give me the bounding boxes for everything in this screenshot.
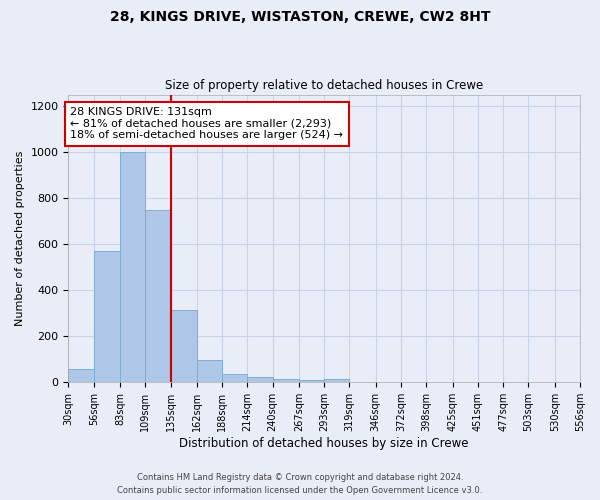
Bar bbox=[197, 360, 222, 382]
Bar bbox=[299, 380, 324, 382]
Bar bbox=[94, 251, 120, 382]
Title: Size of property relative to detached houses in Crewe: Size of property relative to detached ho… bbox=[165, 79, 484, 92]
Bar bbox=[145, 210, 170, 382]
X-axis label: Distribution of detached houses by size in Crewe: Distribution of detached houses by size … bbox=[179, 437, 469, 450]
Bar bbox=[272, 379, 299, 382]
Bar bbox=[68, 368, 94, 382]
Text: 28 KINGS DRIVE: 131sqm
← 81% of detached houses are smaller (2,293)
18% of semi-: 28 KINGS DRIVE: 131sqm ← 81% of detached… bbox=[70, 107, 343, 140]
Bar bbox=[247, 376, 272, 382]
Bar bbox=[222, 374, 247, 382]
Bar bbox=[324, 379, 349, 382]
Bar bbox=[120, 152, 145, 382]
Text: 28, KINGS DRIVE, WISTASTON, CREWE, CW2 8HT: 28, KINGS DRIVE, WISTASTON, CREWE, CW2 8… bbox=[110, 10, 490, 24]
Text: Contains HM Land Registry data © Crown copyright and database right 2024.
Contai: Contains HM Land Registry data © Crown c… bbox=[118, 474, 482, 495]
Bar bbox=[170, 310, 197, 382]
Y-axis label: Number of detached properties: Number of detached properties bbox=[15, 151, 25, 326]
